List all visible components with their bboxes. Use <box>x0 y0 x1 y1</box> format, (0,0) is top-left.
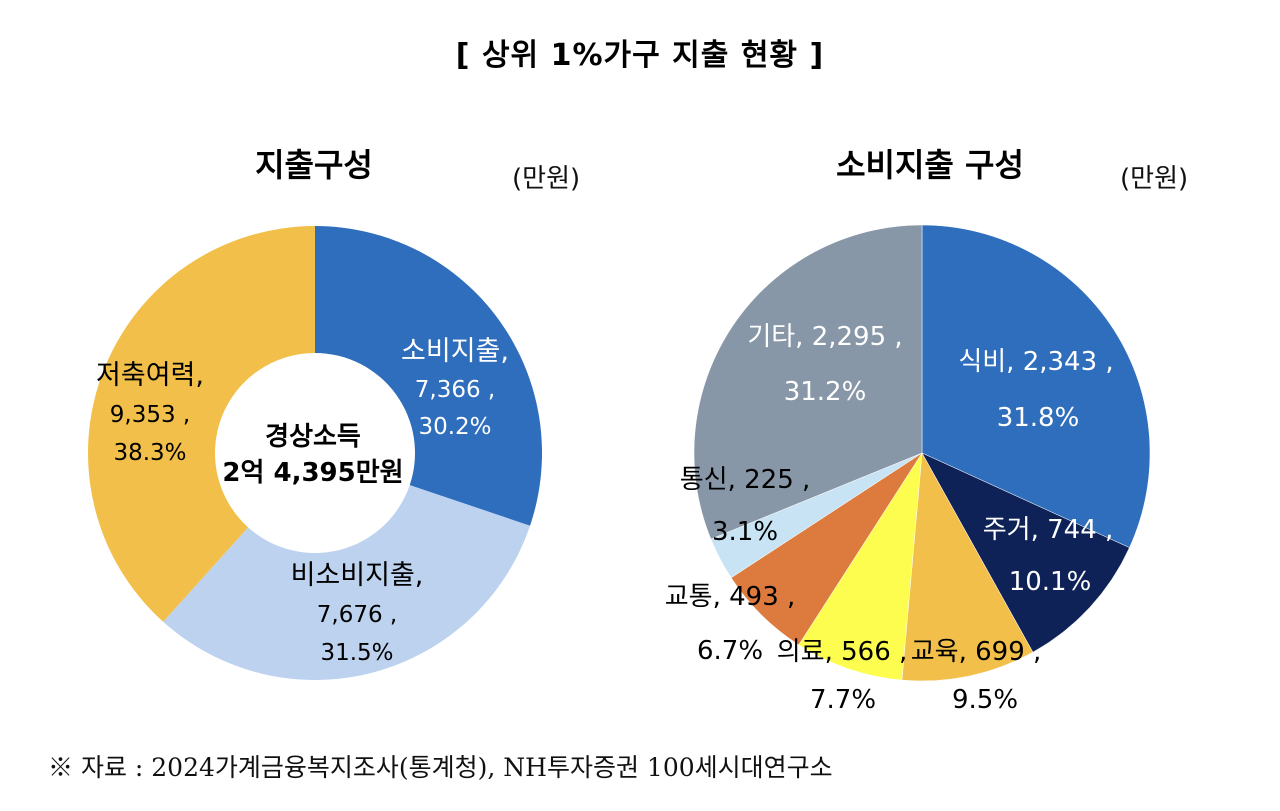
pie-label-value-4: 교통, 493 , <box>665 582 796 612</box>
donut-label-name-1: 비소비지출, <box>291 560 424 591</box>
pie-slice-0 <box>921 224 1151 548</box>
donut-label-value-2: 9,353 , <box>110 402 190 428</box>
donut-label-name-0: 소비지출, <box>401 336 509 367</box>
pie-label-percent-5: 3.1% <box>712 517 778 547</box>
donut-label-percent-0: 30.2% <box>418 414 491 440</box>
consumption-unit-label: (만원) <box>1120 164 1189 194</box>
donut-label-percent-1: 31.5% <box>320 640 393 666</box>
donut-label-percent-2: 38.3% <box>113 440 186 466</box>
donut-slice-1 <box>163 485 531 680</box>
pie-label-value-1: 주거, 744 , <box>983 515 1114 545</box>
pie-label-value-0: 식비, 2,343 , <box>958 347 1113 377</box>
pie-label-percent-0: 31.8% <box>997 403 1080 433</box>
page-title: [ 상위 1%가구 지출 현황 ] <box>455 38 825 73</box>
expenditure-composition-title: 지출구성 <box>255 146 373 184</box>
consumption-composition-title: 소비지출 구성 <box>836 146 1024 184</box>
pie-label-percent-4: 6.7% <box>697 636 763 666</box>
pie-slice-1 <box>921 452 1130 653</box>
pie-label-percent-6: 31.2% <box>784 377 867 407</box>
pie-label-value-6: 기타, 2,295 , <box>747 322 902 352</box>
pie-slice-6 <box>693 224 923 540</box>
donut-center-label-1: 2억 4,395만원 <box>222 458 403 488</box>
pie-slice-2 <box>901 452 1034 682</box>
pie-label-value-5: 통신, 225 , <box>680 465 811 495</box>
pie-label-percent-3: 7.7% <box>810 685 876 715</box>
pie-label-value-2: 교육, 699 , <box>911 637 1042 667</box>
pie-slice-3 <box>798 452 923 681</box>
donut-slice-2 <box>88 226 315 622</box>
donut-slice-0 <box>315 226 542 526</box>
source-note: ※ 자료 : 2024가계금융복지조사(통계청), NH투자증권 100세시대연… <box>48 753 833 782</box>
donut-label-value-0: 7,366 , <box>415 377 495 403</box>
expenditure-unit-label: (만원) <box>512 164 581 194</box>
pie-label-value-3: 의료, 566 , <box>777 637 908 667</box>
donut-center-label-0: 경상소득 <box>265 422 361 452</box>
pie-label-percent-1: 10.1% <box>1009 567 1092 597</box>
donut-label-name-2: 저축여력, <box>96 360 204 391</box>
donut-label-value-1: 7,676 , <box>317 602 397 628</box>
pie-label-percent-2: 9.5% <box>952 685 1018 715</box>
